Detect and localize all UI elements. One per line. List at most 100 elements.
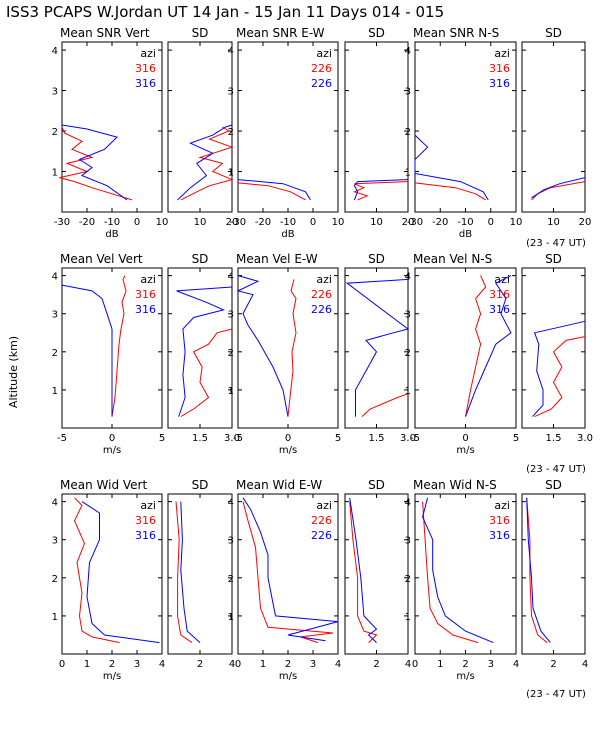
- y-tick-label: 4: [405, 272, 411, 283]
- chart-panel-17: SD 2 4: [521, 478, 588, 670]
- x-tick-label: 4: [513, 659, 519, 670]
- legend-azi-label: azi: [140, 47, 156, 60]
- panel-title: Mean Vel Vert: [60, 252, 143, 266]
- panel-title: SD: [368, 26, 385, 40]
- series-line-0: [175, 501, 193, 644]
- y-tick-label: 4: [405, 498, 411, 509]
- plot-frame: [344, 267, 409, 429]
- x-tick-label: 4: [582, 659, 588, 670]
- x-tick-label: 4: [405, 659, 411, 670]
- x-axis-label: m/s: [279, 445, 297, 456]
- x-tick-label: 0: [59, 659, 65, 670]
- x-tick-label: 3.0: [400, 433, 416, 444]
- x-axis-label: m/s: [103, 671, 121, 682]
- legend-entry: 226: [311, 288, 332, 301]
- legend-entry: 316: [135, 62, 156, 75]
- x-tick-label: 2: [373, 659, 379, 670]
- y-tick-label: 2: [228, 348, 234, 359]
- legend-entry: 316: [135, 288, 156, 301]
- series-line-1: [176, 286, 233, 417]
- x-tick-label: 1: [260, 659, 266, 670]
- x-tick-label: 10: [194, 217, 207, 228]
- x-axis-label: m/s: [103, 445, 121, 456]
- x-tick-label: -10: [457, 217, 473, 228]
- x-tick-label: -20: [255, 217, 271, 228]
- x-tick-label: 1.5: [192, 433, 208, 444]
- x-tick-label: 4: [229, 659, 235, 670]
- series-line-0: [287, 279, 297, 417]
- y-tick-label: 4: [405, 46, 411, 57]
- x-axis-label: m/s: [456, 445, 474, 456]
- x-tick-label: 1: [437, 659, 443, 670]
- panel-title: SD: [368, 478, 385, 492]
- legend-azi-label: azi: [316, 499, 332, 512]
- x-tick-label: 5: [335, 433, 341, 444]
- series-line-1: [236, 275, 289, 417]
- x-tick-label: 0: [462, 433, 468, 444]
- y-tick-label: 1: [405, 612, 411, 623]
- y-tick-label: 1: [228, 612, 234, 623]
- panel-title: Mean Vel E-W: [236, 252, 318, 266]
- chart-panel-11: SD 1.5 3.0: [521, 252, 593, 444]
- chart-panel-13: SD 2 4: [167, 478, 235, 670]
- y-tick-label: 3: [405, 310, 411, 321]
- y-tick-label: 4: [52, 498, 58, 509]
- series-line-0: [534, 336, 586, 418]
- x-tick-label: 0: [412, 659, 418, 670]
- series-line-1: [465, 275, 512, 417]
- x-tick-label: 2: [550, 659, 556, 670]
- series-line-0: [237, 182, 306, 201]
- time-range-label-row3: (23 - 47 UT): [526, 689, 586, 700]
- legend-entry: 226: [311, 62, 332, 75]
- x-axis-label: m/s: [279, 671, 297, 682]
- x-axis-label: dB: [459, 229, 472, 240]
- series-line-1: [61, 284, 113, 417]
- y-tick-label: 1: [52, 386, 58, 397]
- y-tick-label: 1: [52, 168, 58, 179]
- series-line-1: [532, 320, 586, 417]
- chart-panel-12: Mean Wid Vert 1 2 3 4 0 1 2 3 4 m/s azi 316 316: [52, 478, 166, 682]
- y-tick-label: 1: [405, 386, 411, 397]
- legend-azi-label: azi: [494, 47, 510, 60]
- y-tick-label: 2: [228, 127, 234, 138]
- legend-azi-label: azi: [494, 499, 510, 512]
- series-line-0: [59, 126, 133, 201]
- x-tick-label: 0: [285, 433, 291, 444]
- panel-title: Mean SNR E-W: [236, 26, 325, 40]
- x-tick-label: 0: [488, 217, 494, 228]
- legend-entry: 316: [135, 303, 156, 316]
- x-tick-label: 0: [310, 217, 316, 228]
- chart-panel-8: Mean Vel E-W 1 2 3 4 -5 0 5 m/s azi 226 226: [228, 252, 342, 456]
- panel-title: SD: [545, 252, 562, 266]
- series-line-0: [242, 501, 334, 644]
- x-tick-label: -5: [410, 433, 420, 444]
- series-line-0: [526, 497, 548, 643]
- series-line-0: [349, 501, 378, 643]
- y-tick-label: 2: [52, 127, 58, 138]
- x-tick-label: 3.0: [224, 433, 240, 444]
- x-tick-label: 1.5: [546, 433, 562, 444]
- chart-panel-15: SD 2 4: [344, 478, 411, 670]
- series-line-0: [361, 393, 409, 417]
- x-axis-label: dB: [281, 229, 294, 240]
- legend-entry: 316: [489, 514, 510, 527]
- y-tick-label: 4: [228, 498, 234, 509]
- legend-entry: 316: [489, 529, 510, 542]
- x-tick-label: 10: [156, 217, 169, 228]
- x-tick-label: 4: [335, 659, 341, 670]
- plot-frame: [344, 493, 409, 655]
- series-line-1: [349, 497, 378, 643]
- legend-entry: 226: [311, 77, 332, 90]
- x-tick-label: -20: [432, 217, 448, 228]
- y-tick-label: 2: [405, 127, 411, 138]
- y-tick-label: 3: [405, 87, 411, 98]
- series-line-0: [465, 275, 487, 417]
- y-tick-label: 2: [52, 574, 58, 585]
- panel-title: Mean Vel N-S: [413, 252, 492, 266]
- y-tick-label: 4: [52, 272, 58, 283]
- x-tick-label: 10: [370, 217, 383, 228]
- y-tick-label: 4: [228, 272, 234, 283]
- x-tick-label: -5: [57, 433, 67, 444]
- x-tick-label: 10: [547, 217, 560, 228]
- y-tick-label: 3: [228, 536, 234, 547]
